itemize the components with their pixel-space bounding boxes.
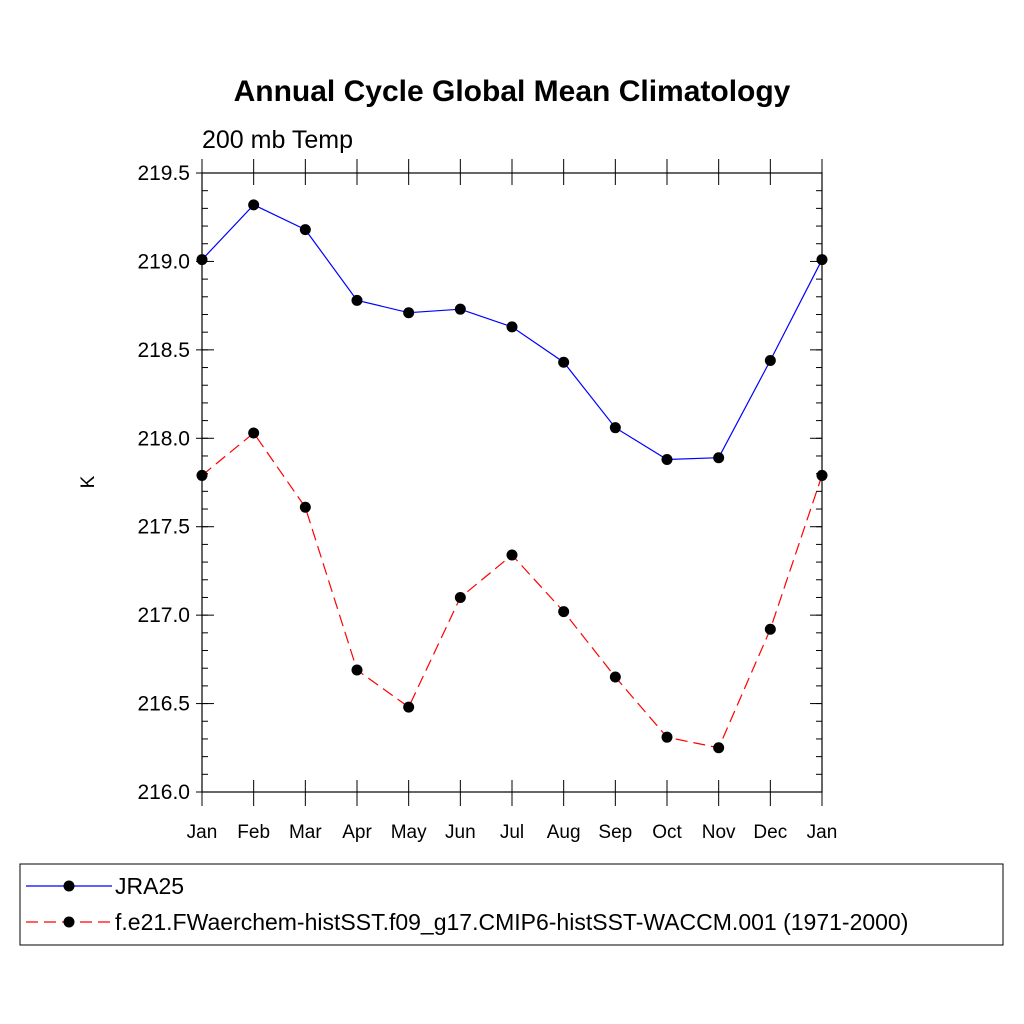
series-1-point <box>351 664 363 676</box>
series-0-point <box>351 294 363 306</box>
series-1-point <box>248 427 260 439</box>
x-tick-label: Oct <box>652 822 682 843</box>
series-markers <box>196 199 828 754</box>
y-tick-label: 219.5 <box>137 162 190 185</box>
series-0-point <box>713 452 725 464</box>
legend-entries: JRA25 f.e21.FWaerchem-histSST.f09_g17.CMI… <box>26 873 908 935</box>
series-0-point <box>816 254 828 266</box>
series-1-point <box>299 501 311 513</box>
series-1-point <box>609 671 621 683</box>
y-tick-label: 216.5 <box>137 693 190 716</box>
y-tick-label: 218.5 <box>137 339 190 362</box>
series-lines <box>201 204 823 749</box>
x-tick-label: Jun <box>445 822 476 843</box>
series-0-point <box>196 254 208 266</box>
x-tick-label: Nov <box>702 822 736 843</box>
series-0-point <box>248 199 260 211</box>
plot-frame <box>201 172 823 793</box>
legend-label-1: f.e21.FWaerchem-histSST.f09_g17.CMIP6-hi… <box>115 909 908 935</box>
x-tick-label: Apr <box>342 822 372 843</box>
series-1-point <box>713 742 725 754</box>
plot-area: 216.0 216.5 217.0 217.5 218.0 218.5 219.0 219.5… <box>137 159 837 843</box>
y-tick-label: 217.0 <box>137 604 190 627</box>
series-1-point <box>506 549 518 561</box>
series-1-point <box>196 469 208 481</box>
y-axis: 216.0 216.5 217.0 217.5 218.0 218.5 219.0 219.5 <box>137 162 822 804</box>
series-0-point <box>661 454 673 466</box>
series-1-point <box>558 606 570 618</box>
x-tick-label: Mar <box>289 822 322 843</box>
series-1-point <box>764 623 776 635</box>
x-tick-label: May <box>391 822 427 843</box>
y-tick-label: 219.0 <box>137 250 190 273</box>
x-axis: Jan Feb Mar Apr May Jun Jul Aug Sep Oct Nov Dec Jan <box>187 159 838 843</box>
y-tick-label: 216.0 <box>137 781 190 804</box>
series-0-point <box>299 224 311 236</box>
x-tick-label: Jan <box>187 822 218 843</box>
series-1-point <box>454 591 466 603</box>
series-1-point <box>661 731 673 743</box>
x-tick-label: Jul <box>500 822 524 843</box>
series-1-point <box>403 701 415 713</box>
legend-label-0: JRA25 <box>115 873 184 899</box>
series-0-point <box>454 303 466 315</box>
series-1-point <box>816 469 828 481</box>
x-tick-label: Sep <box>598 822 632 843</box>
legend-marker-1 <box>63 916 75 928</box>
x-tick-label: Dec <box>753 822 787 843</box>
series-0-point <box>558 356 570 368</box>
series-0-point <box>764 354 776 366</box>
series-0-point <box>506 321 518 333</box>
x-tick-label: Jan <box>807 822 838 843</box>
legend-marker-0 <box>63 880 75 892</box>
y-tick-label: 218.0 <box>137 427 190 450</box>
series-0-point <box>609 422 621 434</box>
minor-ticks <box>202 172 822 793</box>
legend: JRA25 f.e21.FWaerchem-histSST.f09_g17.CMI… <box>19 863 1004 946</box>
y-tick-label: 217.5 <box>137 516 190 539</box>
x-tick-label: Feb <box>237 822 270 843</box>
x-tick-label: Aug <box>547 822 581 843</box>
chart-subtitle: 200 mb Temp <box>202 126 353 154</box>
y-axis-label: K <box>78 475 99 488</box>
chart-title: Annual Cycle Global Mean Climatology <box>234 75 791 108</box>
legend-box <box>19 863 1004 946</box>
series-line-1 <box>201 432 823 749</box>
series-0-point <box>403 307 415 319</box>
